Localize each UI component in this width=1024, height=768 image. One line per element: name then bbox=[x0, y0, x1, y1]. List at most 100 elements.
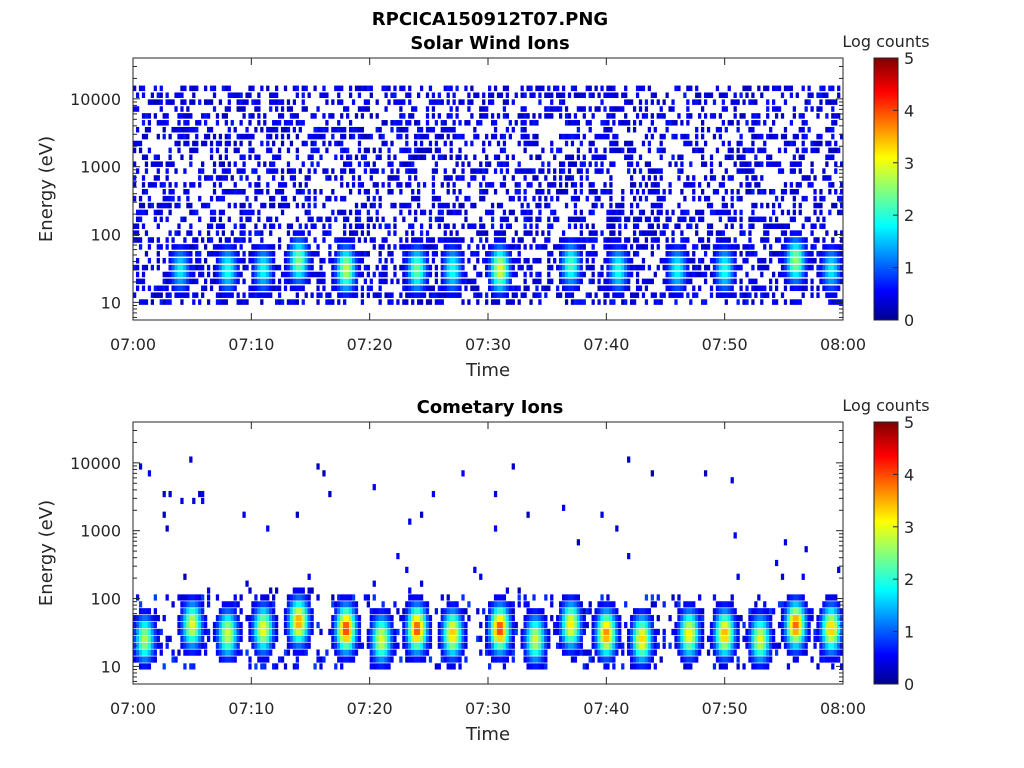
heatmap-cell bbox=[825, 126, 829, 133]
heatmap-cell bbox=[156, 133, 160, 140]
heatmap-cell bbox=[411, 656, 415, 663]
heatmap-cell bbox=[496, 92, 501, 98]
heatmap-cell bbox=[254, 642, 258, 649]
heatmap-cell bbox=[283, 202, 288, 209]
heatmap-cell bbox=[668, 120, 672, 126]
heatmap-cell bbox=[177, 257, 181, 264]
heatmap-cell bbox=[260, 601, 264, 608]
heatmap-cell bbox=[585, 251, 589, 257]
heatmap-cell bbox=[348, 642, 353, 649]
heatmap-cell bbox=[686, 264, 690, 271]
heatmap-cell bbox=[446, 649, 450, 656]
heatmap-cell bbox=[254, 99, 258, 105]
heatmap-cell bbox=[316, 299, 320, 305]
heatmap-cell bbox=[295, 621, 299, 629]
heatmap-cell bbox=[600, 161, 604, 167]
heatmap-cell bbox=[215, 120, 220, 126]
heatmap-cell bbox=[686, 175, 690, 181]
heatmap-cell bbox=[192, 209, 196, 216]
heatmap-cell bbox=[541, 615, 545, 622]
heatmap-cell bbox=[532, 642, 536, 649]
heatmap-cell bbox=[212, 628, 217, 636]
heatmap-cell bbox=[597, 154, 601, 161]
heatmap-cell bbox=[490, 209, 495, 216]
heatmap-cell bbox=[556, 216, 560, 223]
heatmap-cell bbox=[411, 292, 415, 298]
heatmap-cell bbox=[564, 113, 569, 119]
heatmap-cell bbox=[502, 615, 507, 622]
heatmap-cell bbox=[310, 216, 314, 223]
heatmap-cell bbox=[819, 251, 823, 257]
heatmap-cell bbox=[227, 99, 231, 105]
heatmap-cell bbox=[141, 649, 146, 656]
heatmap-cell bbox=[422, 147, 427, 154]
heatmap-cell bbox=[668, 292, 672, 298]
heatmap-cell bbox=[337, 244, 341, 250]
heatmap-cell bbox=[624, 113, 628, 119]
heatmap-cell bbox=[748, 168, 752, 174]
heatmap-cell bbox=[162, 278, 166, 285]
heatmap-cell bbox=[292, 230, 297, 236]
heatmap-cell bbox=[316, 271, 320, 278]
heatmap-cell bbox=[837, 92, 841, 98]
heatmap-cell bbox=[795, 189, 799, 195]
heatmap-cell bbox=[272, 628, 276, 636]
heatmap-cell bbox=[490, 223, 495, 229]
heatmap-cell bbox=[275, 285, 279, 292]
heatmap-cell bbox=[458, 271, 462, 278]
heatmap-cell bbox=[218, 257, 223, 264]
heatmap-cell bbox=[174, 278, 178, 285]
heatmap-cell bbox=[227, 628, 231, 636]
heatmap-cell bbox=[257, 216, 261, 223]
heatmap-cell bbox=[766, 85, 770, 92]
heatmap-cell bbox=[754, 175, 758, 181]
heatmap-cell bbox=[730, 257, 734, 264]
heatmap-cell bbox=[564, 635, 569, 642]
heatmap-cell bbox=[289, 642, 294, 649]
heatmap-cell bbox=[147, 99, 152, 105]
heatmap-cell bbox=[310, 140, 314, 147]
heatmap-cell bbox=[807, 264, 811, 271]
heatmap-cell bbox=[603, 257, 607, 264]
heatmap-cell bbox=[538, 628, 542, 636]
heatmap-cell bbox=[141, 202, 146, 209]
heatmap-cell bbox=[144, 133, 149, 140]
heatmap-cell bbox=[405, 147, 409, 154]
heatmap-cell bbox=[446, 608, 450, 615]
heatmap-cell bbox=[266, 642, 270, 649]
heatmap-cell bbox=[724, 292, 728, 298]
heatmap-cell bbox=[431, 292, 436, 298]
heatmap-cell bbox=[375, 209, 379, 216]
heatmap-cell bbox=[621, 106, 625, 112]
heatmap-cell bbox=[159, 120, 163, 126]
heatmap-cell bbox=[621, 189, 625, 195]
heatmap-cell bbox=[414, 195, 418, 202]
heatmap-cell bbox=[209, 209, 214, 216]
heatmap-cell bbox=[594, 251, 598, 257]
heatmap-cell bbox=[168, 161, 172, 167]
heatmap-cell bbox=[419, 292, 424, 298]
heatmap-cell bbox=[414, 271, 418, 278]
heatmap-cell bbox=[227, 189, 231, 195]
heatmap-cell bbox=[789, 216, 794, 223]
heatmap-cell bbox=[387, 649, 391, 656]
heatmap-cell bbox=[263, 615, 267, 622]
heatmap-cell bbox=[351, 133, 356, 140]
heatmap-cell bbox=[745, 244, 749, 250]
heatmap-cell bbox=[301, 642, 305, 649]
heatmap-cell bbox=[286, 257, 291, 264]
heatmap-cell bbox=[292, 587, 297, 594]
heatmap-cell bbox=[343, 195, 347, 202]
heatmap-cell bbox=[511, 237, 515, 243]
heatmap-cell bbox=[289, 628, 294, 636]
heatmap-cell bbox=[340, 621, 344, 629]
heatmap-cell bbox=[798, 264, 802, 271]
heatmap-cell bbox=[529, 168, 533, 174]
heatmap-cell bbox=[627, 154, 631, 161]
heatmap-cell bbox=[301, 299, 305, 305]
heatmap-cell bbox=[550, 182, 554, 188]
heatmap-cell bbox=[239, 271, 243, 278]
heatmap-cell bbox=[295, 257, 299, 264]
heatmap-cell bbox=[153, 656, 157, 663]
heatmap-cell bbox=[535, 85, 539, 92]
